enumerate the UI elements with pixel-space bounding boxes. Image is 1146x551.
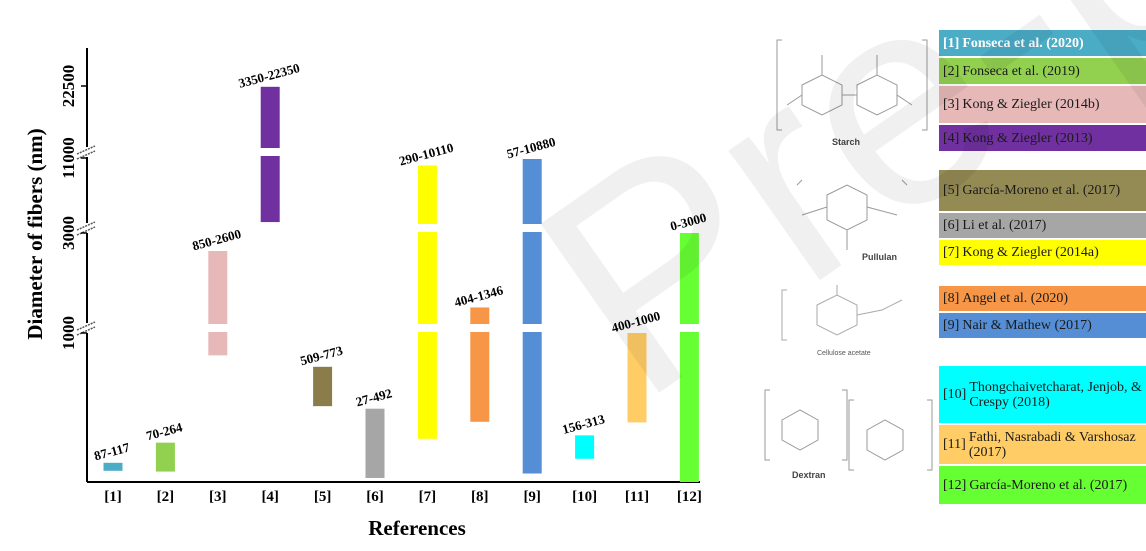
legend-item-label: Thongchaivetcharat, Jenjob, & Crespy (20… bbox=[969, 379, 1142, 410]
legend-item: [9] Nair & Mathew (2017) bbox=[939, 313, 1146, 338]
cellulose-acetate-label: Cellulose acetate bbox=[817, 350, 871, 357]
bar-2 bbox=[155, 442, 175, 472]
legend-item: [3] Kong & Ziegler (2014b) bbox=[939, 86, 1146, 123]
x-tick-label: [1] bbox=[104, 489, 122, 505]
legend-item-label: Kong & Ziegler (2014b) bbox=[962, 97, 1100, 112]
data-label: 0-3000 bbox=[669, 210, 708, 234]
starch-structure-image: Starch bbox=[776, 39, 928, 147]
bar-6 bbox=[365, 408, 385, 478]
x-tick-label: [8] bbox=[471, 489, 489, 505]
axis-break-mark bbox=[76, 221, 97, 236]
legend-item-number: [10] bbox=[943, 387, 967, 402]
chart-bars bbox=[103, 86, 700, 482]
legend-item-label: Kong & Ziegler (2014a) bbox=[962, 245, 1099, 260]
legend-item-number: [12] bbox=[943, 477, 967, 493]
legend-item: [12] García-Moreno et al. (2017) bbox=[939, 466, 1146, 504]
x-tick-label: [4] bbox=[261, 489, 279, 505]
bar-1 bbox=[103, 462, 123, 471]
x-tick-label: [5] bbox=[314, 489, 332, 505]
x-tick-label: [10] bbox=[572, 489, 597, 505]
legend-item-label: Nair & Mathew (2017) bbox=[962, 318, 1092, 333]
legend-item-number: [6] bbox=[943, 218, 960, 233]
bar-9 bbox=[521, 159, 543, 474]
cellulose-acetate-structure-image: Cellulose acetate bbox=[781, 285, 903, 357]
data-label: 57-10880 bbox=[505, 134, 557, 161]
legend-item-label: Kong & Ziegler (2013) bbox=[962, 130, 1093, 146]
data-label: 156-313 bbox=[561, 411, 607, 437]
chart-axes: 1000 3000 11000 22500 Diameter of fibers (nm… bbox=[23, 48, 700, 540]
legend-item-number: [3] bbox=[943, 97, 960, 112]
x-tick-label: [11] bbox=[625, 489, 649, 505]
x-tick-label: [3] bbox=[209, 489, 227, 505]
bar-7 bbox=[416, 165, 438, 439]
legend-item: [8] Angel et al. (2020) bbox=[939, 286, 1146, 311]
bar-4 bbox=[259, 86, 281, 223]
data-label: 290-10110 bbox=[397, 140, 455, 169]
legend-item: [5] García-Moreno et al. (2017) bbox=[939, 170, 1146, 211]
legend-item-number: [1] bbox=[943, 35, 960, 51]
legend-item-number: [8] bbox=[943, 291, 960, 306]
pullulan-structure-image: Pullulan bbox=[796, 179, 908, 262]
data-label: 3350-22350 bbox=[237, 60, 302, 91]
x-tick-label: [9] bbox=[523, 489, 541, 505]
axis-break-mark bbox=[76, 145, 97, 160]
legend-item: [7] Kong & Ziegler (2014a) bbox=[939, 240, 1146, 265]
dextran-structure-image: Dextran bbox=[764, 389, 933, 480]
data-label: 509-773 bbox=[299, 342, 345, 368]
data-label: 87-117 bbox=[92, 439, 131, 463]
legend-item: [11] Fathi, Nasrabadi & Varshosaz (2017) bbox=[939, 425, 1146, 464]
legend-item: [2] Fonseca et al. (2019) bbox=[939, 58, 1146, 84]
y-tick-label: 11000 bbox=[59, 137, 78, 179]
y-axis-title: Diameter of fibers (nm) bbox=[23, 128, 47, 339]
axis-break-mark bbox=[76, 321, 97, 336]
legend-item-number: [11] bbox=[943, 437, 966, 452]
legend-item-label: Fonseca et al. (2019) bbox=[962, 63, 1080, 79]
x-tick-label: [12] bbox=[677, 489, 702, 505]
x-tick-label: [2] bbox=[157, 489, 175, 505]
x-axis-title: References bbox=[368, 516, 466, 540]
bar-11 bbox=[627, 333, 647, 423]
data-label: 404-1346 bbox=[453, 282, 505, 310]
data-label: 850-2600 bbox=[191, 226, 243, 253]
starch-label: Starch bbox=[832, 137, 860, 147]
legend-item: [1] Fonseca et al. (2020) bbox=[939, 30, 1146, 56]
legend-item-number: [7] bbox=[943, 245, 960, 260]
legend-item: [6] Li et al. (2017) bbox=[939, 213, 1146, 238]
bar-8 bbox=[469, 307, 491, 422]
data-label: 70-264 bbox=[145, 419, 185, 443]
legend-item-number: [9] bbox=[943, 318, 960, 333]
legend-item-number: [4] bbox=[943, 130, 960, 146]
y-tick-label: 1000 bbox=[59, 316, 78, 350]
bar-12 bbox=[678, 233, 700, 482]
legend-item-label: Li et al. (2017) bbox=[962, 218, 1047, 233]
bar-5 bbox=[313, 366, 333, 407]
pullulan-label: Pullulan bbox=[862, 252, 897, 262]
data-label: 400-1000 bbox=[610, 308, 662, 335]
x-tick-label: [6] bbox=[366, 489, 384, 505]
chart-labels: [1] 87-117 [2] 70-264 [3] 850-2600 [4] 3350-223… bbox=[92, 60, 708, 505]
legend-item: [4] Kong & Ziegler (2013) bbox=[939, 125, 1146, 151]
legend-item-label: Fathi, Nasrabadi & Varshosaz (2017) bbox=[968, 429, 1136, 460]
y-tick-label: 22500 bbox=[59, 65, 78, 108]
bar-3 bbox=[207, 251, 229, 356]
legend-item-label: Angel et al. (2020) bbox=[962, 291, 1069, 306]
chart-area: 1000 3000 11000 22500 Diameter of fibers (nm… bbox=[23, 48, 708, 540]
legend-item: [10] Thongchaivetcharat, Jenjob, & Crespy… bbox=[939, 366, 1146, 423]
bar-10 bbox=[575, 435, 595, 459]
data-label: 27-492 bbox=[354, 385, 393, 409]
x-tick-label: [7] bbox=[419, 489, 437, 505]
legend-item-number: [2] bbox=[943, 63, 960, 79]
legend-item-label: Fonseca et al. (2020) bbox=[962, 35, 1084, 51]
legend-item-number: [5] bbox=[943, 183, 960, 198]
legend-item-label: García-Moreno et al. (2017) bbox=[969, 477, 1128, 493]
y-tick-label: 3000 bbox=[59, 216, 78, 250]
legend-item-label: García-Moreno et al. (2017) bbox=[962, 183, 1121, 198]
dextran-label: Dextran bbox=[792, 470, 826, 480]
